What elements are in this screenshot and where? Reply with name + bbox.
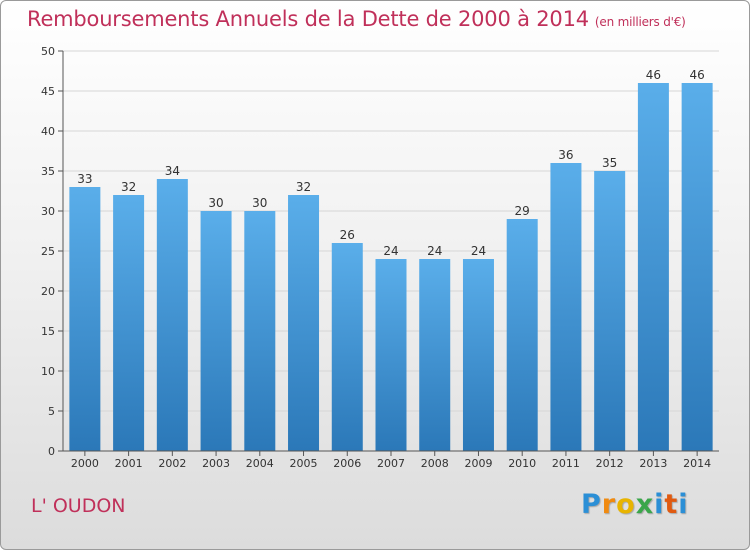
- data-label-2006: 26: [340, 228, 355, 242]
- x-tick-label-2011: 2011: [552, 457, 580, 470]
- y-tick-label: 25: [41, 245, 55, 258]
- x-tick-label-2005: 2005: [290, 457, 318, 470]
- data-label-2007: 24: [383, 244, 398, 258]
- data-label-2000: 33: [77, 172, 92, 186]
- commune-name: L' OUDON: [31, 495, 126, 517]
- logo-letter: r: [601, 489, 617, 520]
- x-tick-label-2004: 2004: [246, 457, 274, 470]
- data-label-2010: 29: [515, 204, 530, 218]
- data-label-2001: 32: [121, 180, 136, 194]
- logo-letter: t: [664, 489, 679, 520]
- chart-title-text: Remboursements Annuels de la Dette de 20…: [27, 7, 589, 31]
- bars-group: [69, 83, 713, 451]
- logo-letter: P: [581, 489, 602, 520]
- y-tick-label: 30: [41, 205, 55, 218]
- y-tick-label: 35: [41, 165, 55, 178]
- y-tick-label: 45: [41, 85, 55, 98]
- x-tick-label-2012: 2012: [596, 457, 624, 470]
- x-tick-label-2007: 2007: [377, 457, 405, 470]
- y-tick-label: 5: [48, 405, 55, 418]
- y-tick-label: 0: [48, 445, 55, 458]
- bar-2014[interactable]: [681, 83, 713, 451]
- bar-2010[interactable]: [506, 219, 538, 451]
- logo-letter: x: [635, 489, 655, 520]
- x-tick-label-2002: 2002: [158, 457, 186, 470]
- bar-2000[interactable]: [69, 187, 101, 451]
- x-tick-label-2013: 2013: [639, 457, 667, 470]
- axes-group: 0 5 10 15 20 25 30 35 40 45 50 2000 2001 2002 2003 2004…: [41, 45, 719, 470]
- bar-2006[interactable]: [331, 243, 363, 451]
- bar-2007[interactable]: [375, 259, 407, 451]
- data-labels-group: 33 32 34 30 30 32 26 24 24 24 29 36 35 46 46: [77, 68, 705, 258]
- bar-2004[interactable]: [244, 211, 276, 451]
- x-tick-label-2014: 2014: [683, 457, 711, 470]
- logo-letter: i: [678, 489, 689, 520]
- y-tick-label: 10: [41, 365, 55, 378]
- data-label-2011: 36: [558, 148, 573, 162]
- bar-2008[interactable]: [419, 259, 451, 451]
- bar-2001[interactable]: [113, 195, 145, 451]
- bar-2002[interactable]: [156, 179, 188, 451]
- data-label-2003: 30: [208, 196, 223, 210]
- data-label-2014: 46: [689, 68, 704, 82]
- x-tick-label-2000: 2000: [71, 457, 99, 470]
- data-label-2004: 30: [252, 196, 267, 210]
- x-tick-label-2001: 2001: [115, 457, 143, 470]
- x-tick-label-2009: 2009: [464, 457, 492, 470]
- bar-2013[interactable]: [637, 83, 669, 451]
- chart-title: Remboursements Annuels de la Dette de 20…: [27, 7, 686, 31]
- y-tick-label: 15: [41, 325, 55, 338]
- bar-2012[interactable]: [594, 171, 626, 451]
- proxiti-logo[interactable]: Proxiti: [581, 489, 689, 520]
- bar-2009[interactable]: [462, 259, 494, 451]
- data-label-2012: 35: [602, 156, 617, 170]
- y-tick-label: 50: [41, 45, 55, 58]
- x-tick-label-2008: 2008: [421, 457, 449, 470]
- data-label-2005: 32: [296, 180, 311, 194]
- bar-2011[interactable]: [550, 163, 582, 451]
- data-label-2002: 34: [165, 164, 180, 178]
- chart-unit-note: (en milliers d'€): [594, 15, 686, 29]
- bar-2005[interactable]: [288, 195, 320, 451]
- y-tick-label: 40: [41, 125, 55, 138]
- data-label-2009: 24: [471, 244, 486, 258]
- x-tick-label-2003: 2003: [202, 457, 230, 470]
- data-label-2013: 46: [646, 68, 661, 82]
- x-tick-label-2006: 2006: [333, 457, 361, 470]
- y-tick-label: 20: [41, 285, 55, 298]
- bar-2003[interactable]: [200, 211, 232, 451]
- x-tick-label-2010: 2010: [508, 457, 536, 470]
- logo-letter: o: [616, 489, 636, 520]
- data-label-2008: 24: [427, 244, 442, 258]
- logo-letter: i: [654, 489, 665, 520]
